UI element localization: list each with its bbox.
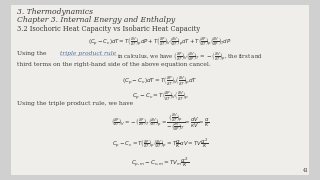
Text: in calculus, we have $\left(\frac{\partial P}{\partial T}\right)_{\!V}\left(\fra: in calculus, we have $\left(\frac{\parti… — [117, 51, 263, 63]
Text: triple product rule: triple product rule — [60, 51, 116, 56]
Text: $\left(\frac{\partial P}{\partial T}\right)_{\!V} = -\left(\frac{\partial P}{\pa: $\left(\frac{\partial P}{\partial T}\rig… — [111, 112, 209, 133]
Text: 3.2 Isochoric Heat Capacity vs Isobaric Heat Capacity: 3.2 Isochoric Heat Capacity vs Isobaric … — [17, 25, 200, 33]
Text: Using the triple product rule, we have: Using the triple product rule, we have — [17, 101, 133, 106]
Text: Chapter 3. Internal Energy and Enthalpy: Chapter 3. Internal Energy and Enthalpy — [17, 15, 175, 24]
Text: $C_p - C_v = T\left(\frac{\partial P}{\partial T}\right)_{\!p}\left(\frac{\parti: $C_p - C_v = T\left(\frac{\partial P}{\p… — [112, 136, 208, 150]
Text: ___________________: ___________________ — [60, 51, 117, 56]
Text: $(C_p - C_v)dT = T\left(\frac{\partial V}{\partial T}\right)_{\!p} dP + T\left(\: $(C_p - C_v)dT = T\left(\frac{\partial V… — [88, 36, 232, 48]
FancyBboxPatch shape — [11, 5, 309, 175]
Text: 3. Thermodynamics: 3. Thermodynamics — [17, 8, 93, 16]
Text: 41: 41 — [303, 168, 309, 173]
Text: $C_{p,m} - C_{v,m} = TV_m\dfrac{\alpha^2}{\kappa}$: $C_{p,m} - C_{v,m} = TV_m\dfrac{\alpha^2… — [131, 156, 189, 170]
Text: third terms on the right-hand side of the above equation cancel.: third terms on the right-hand side of th… — [17, 62, 211, 67]
Text: $C_p - C_v = T\left(\frac{\partial P}{\partial T}\right)_{\!V}\left(\frac{\parti: $C_p - C_v = T\left(\frac{\partial P}{\p… — [132, 89, 188, 102]
Text: Using the: Using the — [17, 51, 49, 56]
Text: $(C_p - C_v)dT = T\left(\frac{\partial P}{\partial T}\right)_{\!V}\left(\frac{\p: $(C_p - C_v)dT = T\left(\frac{\partial P… — [122, 74, 198, 87]
